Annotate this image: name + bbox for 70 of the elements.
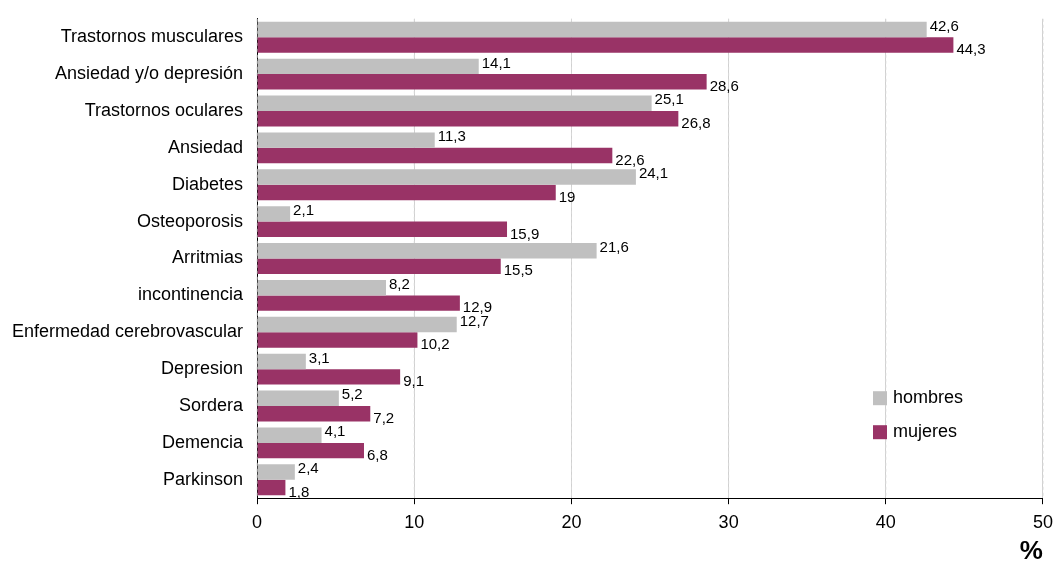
bar (257, 206, 291, 222)
bar (257, 95, 652, 111)
data-label: 19 (558, 187, 576, 205)
y-tick-label: Trastornos musculares (60, 26, 244, 47)
data-label: 1,8 (288, 482, 310, 500)
bar (257, 369, 401, 385)
x-tick-label: 0 (252, 511, 263, 532)
data-label: 15,5 (503, 261, 533, 279)
bar (257, 243, 597, 259)
bar (257, 479, 286, 496)
bar (257, 258, 501, 274)
bar (257, 221, 508, 238)
data-label: 3,1 (308, 348, 330, 366)
data-label: 28,6 (709, 77, 739, 94)
y-tick-label: Ansiedad y/o depresión (54, 63, 244, 84)
data-label: 2,4 (297, 459, 319, 477)
data-label: 26,8 (681, 113, 711, 131)
bar (257, 332, 418, 348)
bar (257, 406, 371, 422)
x-axis-title: % (1019, 534, 1043, 565)
y-tick-label: Trastornos oculares (84, 99, 244, 120)
data-label: 42,6 (929, 16, 959, 34)
data-label: 44,3 (956, 40, 986, 58)
y-tick-label: incontinencia (138, 284, 245, 305)
bar (257, 427, 322, 443)
bar (257, 279, 386, 296)
x-tick-label: 40 (875, 511, 896, 532)
y-tick-label: Parkinson (163, 468, 244, 489)
data-label: 4,1 (324, 422, 346, 440)
y-tick-label: Arritmias (172, 247, 244, 268)
x-tick-label: 20 (561, 511, 582, 532)
bar (257, 58, 479, 75)
data-label: 5,2 (341, 385, 363, 403)
y-tick-label: Depresion (161, 358, 244, 379)
bar (257, 21, 927, 38)
legend-label: hombres (892, 387, 964, 408)
data-label: 21,6 (599, 237, 629, 255)
bar (257, 464, 295, 480)
bar (257, 442, 364, 459)
bar (257, 169, 636, 185)
data-label: 14,1 (481, 53, 511, 71)
data-label: 8,2 (389, 274, 410, 292)
y-tick-label: Ansiedad (168, 136, 244, 157)
data-label: 9,1 (403, 372, 425, 390)
y-tick-label: Diabetes (172, 173, 244, 194)
bar (257, 132, 435, 148)
y-tick-label: Osteoporosis (137, 210, 244, 231)
y-tick-label: Demencia (162, 431, 245, 452)
bar (257, 37, 954, 53)
bar (257, 390, 339, 407)
data-label: 11,3 (437, 127, 466, 145)
x-tick-label: 10 (404, 511, 425, 532)
data-label: 10,2 (420, 335, 450, 353)
data-label: 7,2 (373, 408, 395, 426)
bar (257, 184, 556, 201)
data-label: 6,8 (367, 445, 388, 463)
data-label: 15,9 (510, 224, 540, 242)
legend-label: mujeres (892, 421, 958, 442)
bar (257, 147, 613, 164)
x-tick-label: 50 (1032, 511, 1053, 532)
data-label: 2,1 (293, 201, 314, 219)
bar (257, 353, 306, 370)
bar (257, 110, 679, 127)
bar (257, 295, 460, 311)
y-tick-label: Sordera (179, 394, 245, 415)
bar (257, 74, 707, 90)
bar (257, 316, 457, 333)
x-tick-label: 30 (718, 511, 739, 532)
data-label: 25,1 (654, 90, 684, 108)
y-tick-label: Enfermedad cerebrovascular (11, 321, 244, 342)
